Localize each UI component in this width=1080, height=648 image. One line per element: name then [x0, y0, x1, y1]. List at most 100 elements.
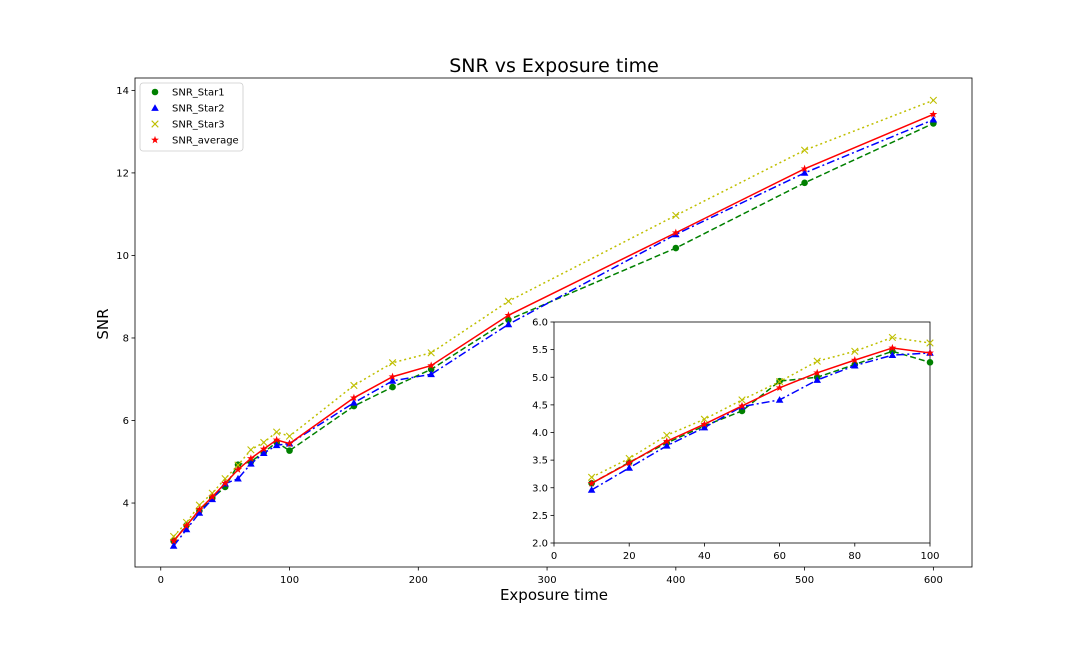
- snr-star3-point: [700, 415, 709, 423]
- snr-star2-point: [587, 486, 596, 493]
- y-tick-label: 3.0: [532, 483, 548, 494]
- snr-star3-point: [813, 357, 821, 365]
- snr-star1-point: [672, 244, 680, 252]
- snr-average-point: [800, 164, 809, 173]
- y-tick-label: 4: [123, 499, 129, 510]
- snr-star2-point: [272, 441, 281, 449]
- snr-star2-point: [169, 542, 178, 549]
- snr-average-point: [587, 479, 596, 487]
- snr-average-point: [272, 435, 281, 444]
- snr-average-point: [775, 383, 784, 392]
- y-axis-title: SNR: [94, 308, 112, 339]
- legend-marker-snr-star2: [151, 104, 159, 111]
- snr-star2-point: [813, 376, 821, 383]
- snr-star3-point: [738, 396, 746, 404]
- snr-star3-point: [504, 297, 513, 305]
- y-tick-label: 4.5: [532, 400, 548, 411]
- legend-label-snr-star2: SNR_Star2: [172, 104, 225, 115]
- snr-star3-point: [888, 333, 897, 342]
- snr-star3-point: [285, 432, 294, 440]
- x-tick-label: 40: [698, 551, 711, 562]
- snr-star2-point: [247, 460, 255, 467]
- snr-star2-point: [625, 464, 633, 471]
- legend-label-snr-star1: SNR_Star1: [172, 88, 225, 99]
- snr-star3-point: [926, 339, 934, 347]
- x-tick-label: 100: [280, 575, 299, 586]
- snr-star2-point: [504, 320, 513, 328]
- x-tick-label: 600: [924, 575, 943, 586]
- x-tick-label: 300: [538, 575, 557, 586]
- y-tick-label: 2.0: [532, 539, 548, 550]
- legend-frame: [139, 82, 244, 152]
- snr-star3-point: [260, 438, 268, 447]
- snr-star3-point: [427, 349, 435, 357]
- y-tick-label: 10: [116, 251, 129, 262]
- y-tick-label: 5.5: [532, 345, 548, 356]
- snr-star2-point: [388, 377, 397, 384]
- snr-star2-point: [208, 495, 217, 503]
- snr-average-point: [208, 492, 217, 501]
- snr-star1-point: [505, 316, 512, 324]
- snr-average-point: [662, 437, 671, 445]
- y-tick-label: 5.0: [532, 373, 548, 384]
- snr-star2-line: [591, 352, 931, 491]
- snr-average-point: [259, 444, 268, 453]
- snr-average-point: [700, 420, 709, 428]
- snr-average-point: [671, 228, 680, 237]
- snr-star2-point: [182, 525, 191, 533]
- x-tick-label: 500: [795, 575, 814, 586]
- x-tick-label: 20: [623, 551, 636, 562]
- snr-star2-point: [195, 509, 204, 516]
- snr-star3-point: [388, 359, 397, 367]
- snr-average-point: [221, 479, 230, 487]
- y-tick-label: 3.5: [532, 456, 548, 467]
- snr-star3-point: [625, 454, 633, 463]
- y-tick-label: 14: [116, 86, 129, 97]
- snr-star3-point: [247, 446, 255, 454]
- snr-star2-point: [851, 361, 859, 369]
- x-tick-label: 0: [158, 575, 164, 586]
- snr-star3-point: [800, 146, 809, 154]
- legend-label-snr-average: SNR_average: [172, 136, 239, 147]
- snr-star1-point: [926, 359, 934, 366]
- snr-star2-point: [427, 370, 435, 378]
- snr-star2-point: [775, 396, 784, 403]
- snr-average-point: [427, 361, 436, 369]
- snr-star1-point: [801, 179, 808, 187]
- legend-marker-snr-star3: [151, 120, 159, 128]
- snr-average-point: [738, 401, 746, 410]
- x-tick-label: 400: [666, 575, 685, 586]
- snr-average-point: [388, 372, 397, 381]
- chart-title: SNR vs Exposure time: [449, 55, 659, 77]
- snr-average-point: [285, 439, 294, 447]
- snr-star2-point: [234, 474, 242, 482]
- snr-star3-point: [775, 377, 784, 386]
- y-tick-label: 12: [116, 168, 129, 179]
- snr-star3-point: [663, 431, 671, 439]
- legend-marker-snr-average: [151, 135, 159, 144]
- snr-star1-point: [286, 447, 293, 454]
- snr-average-point: [929, 110, 938, 118]
- snr-average-point: [504, 311, 513, 319]
- y-tick-label: 6: [123, 416, 129, 427]
- legend-marker-snr-star1: [151, 88, 159, 96]
- snr-average-point: [234, 465, 242, 473]
- inset-plot: 0 20 40 60 80 100 2.0 2.5 3.0 3.5 4.0 4.5 5.0 5.5 6.0: [532, 318, 939, 563]
- snr-average-line: [591, 347, 931, 484]
- y-tick-label: 2.5: [532, 511, 548, 522]
- snr-star2-point: [663, 441, 671, 449]
- y-tick-label: 8: [123, 333, 129, 344]
- snr-average-point: [169, 536, 178, 545]
- x-tick-label: 60: [773, 551, 786, 562]
- snr-star3-point: [350, 381, 358, 390]
- snr-star2-point: [800, 169, 809, 176]
- snr-average-point: [195, 505, 204, 513]
- x-tick-label: 200: [409, 575, 428, 586]
- snr-star1-point: [389, 383, 396, 391]
- snr-star3-point: [672, 211, 680, 220]
- snr-average-point: [349, 393, 358, 402]
- snr-average-point: [625, 458, 634, 467]
- snr-star2-point: [929, 115, 938, 123]
- y-tick-label: 6.0: [532, 318, 548, 329]
- legend: SNR_Star1 SNR_Star2 SNR_Star3 SNR_average: [139, 82, 244, 152]
